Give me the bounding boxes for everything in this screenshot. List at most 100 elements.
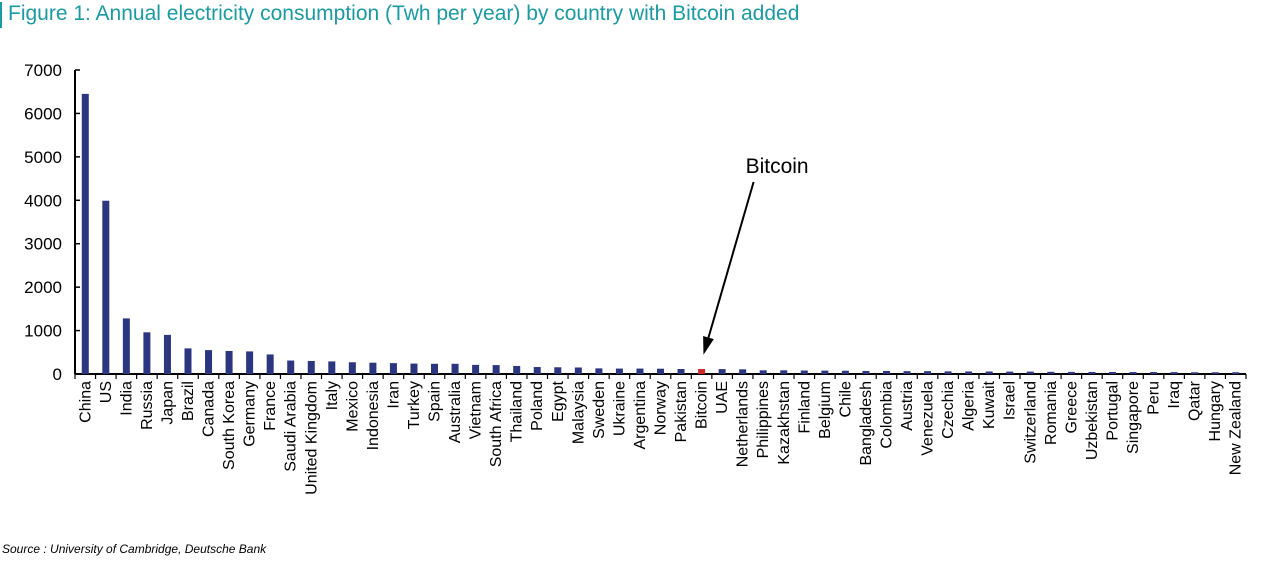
bar-czechia (944, 371, 952, 374)
x-tick-label: Indonesia (365, 381, 382, 450)
x-tick-label: Colombia (878, 381, 895, 449)
bar-vietnam (472, 364, 480, 374)
bar-india (122, 318, 130, 374)
x-tick-label: United Kingdom (303, 381, 320, 495)
bar-mexico (348, 362, 356, 374)
bar-hungary (1211, 372, 1219, 374)
bar-south-korea (225, 350, 233, 374)
bar-sweden (595, 368, 603, 374)
x-tick-label: South Korea (221, 381, 238, 470)
bar-iraq (1170, 372, 1178, 374)
bar-brazil (184, 348, 192, 374)
x-tick-label: Algeria (961, 381, 978, 431)
bar-italy (328, 361, 336, 374)
bar-turkey (410, 363, 418, 374)
bar-uzbekistan (1088, 371, 1096, 374)
x-tick-label: Belgium (817, 381, 834, 439)
x-tick-label: France (262, 381, 279, 431)
x-tick-label: UAE (714, 381, 731, 414)
x-tick-label: Iran (385, 381, 402, 409)
bar-ukraine (615, 368, 623, 374)
y-tick-label: 4000 (24, 191, 62, 210)
x-tick-label: Thailand (509, 381, 526, 442)
bar-indonesia (369, 362, 377, 374)
bar-poland (533, 367, 541, 374)
bar-russia (143, 332, 151, 374)
bar-colombia (882, 370, 890, 374)
x-tick-label: US (98, 381, 115, 403)
bar-algeria (965, 371, 973, 374)
x-tick-label: Singapore (1125, 381, 1142, 454)
annotation-arrow-line (703, 181, 755, 352)
y-tick-label: 5000 (24, 148, 62, 167)
bar-egypt (554, 367, 562, 374)
x-tick-label: Egypt (550, 380, 567, 421)
bar-thailand (513, 365, 521, 374)
bar-singapore (1129, 372, 1137, 374)
title-accent-rule (0, 2, 2, 28)
x-tick-label: Turkey (406, 381, 423, 429)
x-tick-label: Bitcoin (694, 381, 711, 429)
x-tick-label: Russia (139, 381, 156, 430)
x-tick-label: Romania (1043, 381, 1060, 445)
bar-netherlands (739, 369, 747, 374)
x-tick-label: Spain (427, 381, 444, 422)
x-tick-label: Qatar (1187, 380, 1204, 421)
chart-title: Figure 1: Annual electricity consumption… (8, 2, 800, 25)
x-tick-label: Philippines (755, 381, 772, 458)
bar-argentina (636, 368, 644, 374)
x-tick-label: Mexico (344, 381, 361, 432)
bar-norway (657, 368, 664, 374)
bar-austria (903, 371, 911, 374)
x-tick-label: Bangladesh (858, 381, 875, 466)
bar-romania (1047, 371, 1055, 374)
x-tick-label: Ukraine (611, 381, 628, 436)
bar-japan (163, 334, 171, 374)
x-tick-label: South Africa (488, 381, 505, 467)
y-tick-label: 0 (53, 365, 62, 384)
bar-finland (800, 370, 808, 374)
x-tick-label: Iraq (1166, 381, 1183, 409)
x-tick-label: Netherlands (735, 381, 752, 467)
x-tick-label: Switzerland (1022, 381, 1039, 464)
x-tick-label: Kuwait (981, 380, 998, 429)
bar-iran (389, 363, 397, 374)
bar-kuwait (985, 371, 993, 374)
x-tick-label: New Zealand (1228, 381, 1245, 475)
x-tick-label: China (77, 381, 94, 423)
annotation-label: Bitcoin (746, 155, 809, 178)
x-tick-label: Finland (796, 381, 813, 433)
bar-us (102, 200, 110, 374)
x-tick-label: Greece (1063, 381, 1080, 434)
bar-portugal (1108, 372, 1116, 374)
x-tick-label: Italy (324, 381, 341, 410)
x-tick-label: Japan (159, 381, 176, 425)
bar-australia (451, 363, 459, 374)
x-tick-label: Chile (837, 381, 854, 418)
bar-china (81, 93, 89, 374)
bar-spain (431, 363, 439, 374)
x-tick-label: Israel (1002, 381, 1019, 420)
bar-philippines (759, 370, 767, 374)
y-tick-label: 7000 (24, 61, 62, 80)
bar-peru (1150, 372, 1158, 374)
y-tick-label: 6000 (24, 104, 62, 123)
bar-malaysia (574, 367, 582, 374)
title-bar: Figure 1: Annual electricity consumption… (0, 0, 1271, 32)
bar-greece (1067, 371, 1075, 374)
x-tick-label: Portugal (1104, 381, 1121, 441)
x-tick-label: Malaysia (570, 381, 587, 444)
bar-qatar (1191, 372, 1199, 374)
bar-belgium (821, 370, 829, 374)
y-tick-label: 2000 (24, 278, 62, 297)
bar-kazakhstan (780, 370, 788, 374)
bar-venezuela (924, 371, 932, 374)
bar-pakistan (677, 369, 685, 374)
bar-bangladesh (862, 370, 870, 374)
x-tick-label: Germany (242, 381, 259, 447)
x-tick-label: Hungary (1207, 381, 1224, 441)
bar-switzerland (1026, 371, 1034, 374)
x-tick-label: Peru (1146, 381, 1163, 415)
bar-france (266, 354, 274, 374)
